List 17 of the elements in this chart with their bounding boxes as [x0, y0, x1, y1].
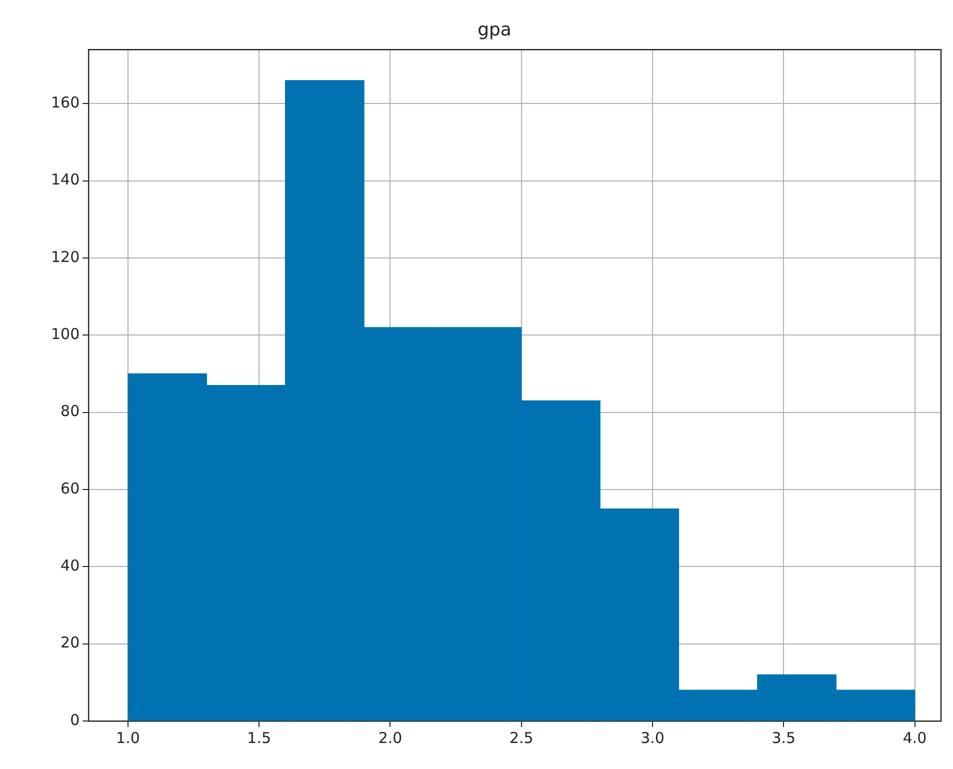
y-tick-label: 120: [50, 248, 80, 266]
y-tick-label: 100: [50, 325, 80, 344]
x-tick-label: 2.0: [378, 728, 402, 747]
x-tick-label: 2.5: [509, 728, 534, 747]
chart-title: gpa: [478, 19, 512, 40]
y-tick-label: 0: [70, 710, 80, 729]
y-tick-label: 60: [60, 479, 80, 498]
y-tick-label: 160: [50, 94, 80, 112]
y-tick-label: 20: [60, 634, 80, 652]
x-tick-label: 1.5: [247, 728, 272, 747]
x-tick-label: 3.5: [772, 728, 796, 747]
y-tick-label: 40: [60, 556, 80, 575]
x-tick-label: 1.0: [116, 728, 140, 747]
y-tick-label: 140: [50, 170, 80, 189]
x-tick-label: 4.0: [902, 728, 927, 747]
y-tick-label: 80: [60, 402, 80, 420]
x-tick-label: 3.0: [640, 728, 664, 747]
